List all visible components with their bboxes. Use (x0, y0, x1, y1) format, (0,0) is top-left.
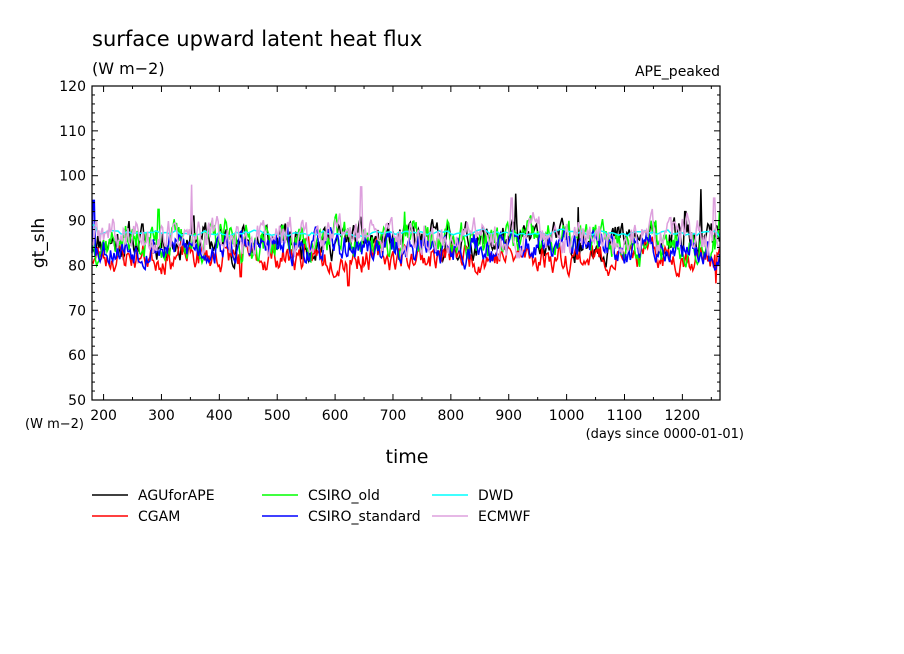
y-tick-label: 100 (59, 169, 86, 185)
y-axis-unit: (W m−2) (25, 417, 84, 432)
x-tick-label: 600 (322, 408, 349, 424)
chart-title: surface upward latent heat flux (92, 27, 422, 51)
x-axis: 200 300 400 500 600 700 800 900 1000 1100 1200 (90, 86, 712, 424)
legend: AGUforAPE CGAM CSIRO_old CSIRO_standard DWD E… (92, 488, 531, 525)
chart-subtitle: (W m−2) (92, 59, 165, 78)
y-tick-label: 120 (59, 79, 86, 95)
legend-label: CGAM (138, 509, 180, 525)
y-tick-label: 110 (59, 124, 86, 140)
experiment-label: APE_peaked (635, 64, 720, 80)
y-tick-label: 80 (68, 258, 86, 274)
plot-frame (91, 85, 721, 401)
series-line-ecmwf (91, 184, 721, 260)
x-tick-label: 500 (264, 408, 291, 424)
x-axis-label: time (386, 446, 429, 468)
x-tick-label: 900 (495, 408, 522, 424)
legend-label: CSIRO_standard (308, 509, 421, 525)
y-tick-label: 60 (68, 348, 86, 364)
x-tick-label: 200 (90, 408, 117, 424)
x-tick-label: 800 (437, 408, 464, 424)
x-tick-label: 300 (148, 408, 175, 424)
legend-label: CSIRO_old (308, 488, 380, 504)
y-tick-label: 90 (68, 214, 86, 230)
x-tick-label: 400 (206, 408, 233, 424)
y-tick-label: 70 (68, 303, 86, 319)
legend-label: AGUforAPE (138, 488, 215, 504)
series-line-cgam (91, 235, 721, 287)
y-axis-label: gt_slh (29, 218, 49, 268)
x-axis-unit: (days since 0000-01-01) (586, 427, 744, 442)
legend-label: DWD (478, 488, 513, 504)
x-tick-label: 1200 (665, 408, 701, 424)
y-axis: 50 60 70 80 90 100 110 120 (59, 79, 720, 409)
y-tick-label: 50 (68, 393, 86, 409)
legend-label: ECMWF (478, 509, 531, 525)
series-line-csiro-standard (91, 199, 721, 271)
x-tick-label: 700 (380, 408, 407, 424)
x-tick-label: 1100 (607, 408, 643, 424)
plot-lines (91, 184, 721, 287)
x-tick-label: 1000 (549, 408, 585, 424)
